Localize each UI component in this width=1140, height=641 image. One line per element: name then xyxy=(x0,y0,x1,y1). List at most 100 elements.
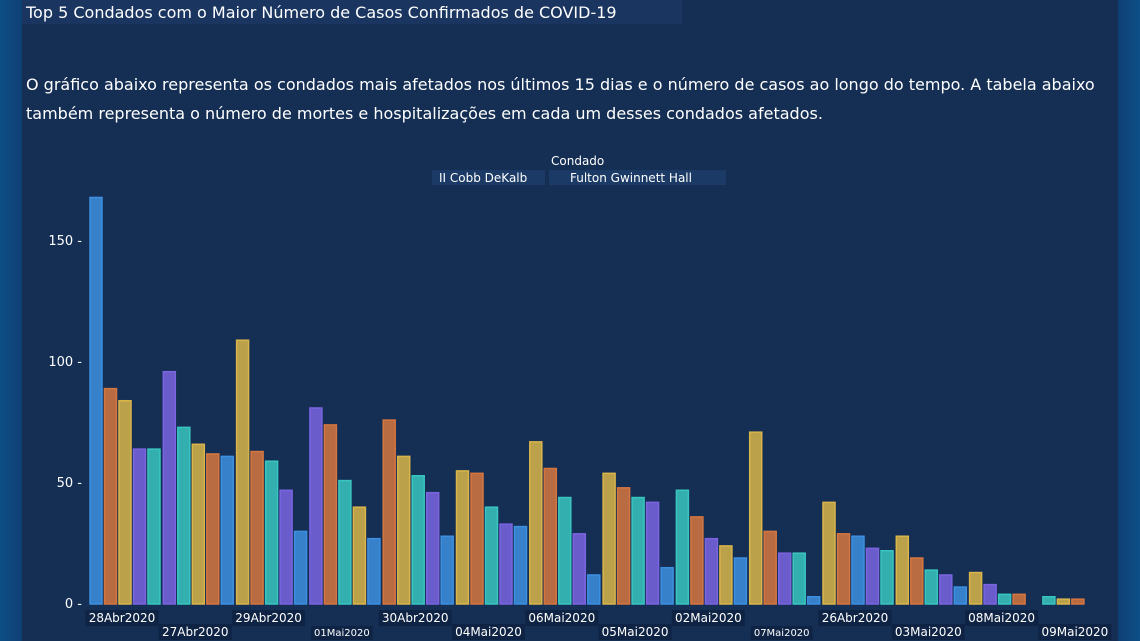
bar[interactable] xyxy=(660,566,674,605)
bar[interactable] xyxy=(411,474,425,605)
legend-group2-background xyxy=(549,170,726,185)
bar[interactable] xyxy=(235,339,250,605)
x-tick-label: 06Mai2020 xyxy=(528,611,595,625)
bar[interactable] xyxy=(983,583,997,605)
x-tick-label-background xyxy=(378,610,452,626)
bar[interactable] xyxy=(558,496,572,605)
bar[interactable] xyxy=(602,472,616,605)
x-tick-label: 02Mai2020 xyxy=(675,611,742,625)
bar[interactable] xyxy=(616,487,631,605)
x-tick-label: 08Mai2020 xyxy=(968,611,1035,625)
bar[interactable] xyxy=(865,547,880,605)
bar[interactable] xyxy=(851,535,865,605)
x-tick-label-background xyxy=(158,624,232,640)
bar[interactable] xyxy=(939,574,953,605)
bar[interactable] xyxy=(425,491,440,605)
bar[interactable] xyxy=(719,545,733,605)
bar[interactable] xyxy=(499,523,513,605)
bar[interactable] xyxy=(733,557,748,605)
bar[interactable] xyxy=(880,550,894,605)
bar[interactable] xyxy=(822,501,836,605)
bar[interactable] xyxy=(704,537,719,605)
x-tick-label-background xyxy=(965,610,1039,626)
title-background xyxy=(22,0,682,24)
bar[interactable] xyxy=(1056,598,1071,605)
bar[interactable] xyxy=(543,467,558,605)
bar[interactable] xyxy=(162,370,177,605)
bar[interactable] xyxy=(806,595,821,605)
bar[interactable] xyxy=(763,530,777,605)
x-tick-label: 04Mai2020 xyxy=(455,625,522,639)
bar[interactable] xyxy=(631,496,645,605)
bar[interactable] xyxy=(910,557,924,605)
x-tick-label-background xyxy=(525,610,599,626)
bar[interactable] xyxy=(1042,595,1056,605)
y-tick-label: 50 - xyxy=(57,476,83,491)
bar[interactable] xyxy=(147,448,161,605)
x-tick-label: 05Mai2020 xyxy=(602,625,669,639)
legend-item-group2[interactable]: Fulton Gwinnett Hall xyxy=(570,171,692,185)
x-tick-label-background xyxy=(598,624,672,640)
bar[interactable] xyxy=(572,533,587,605)
bar[interactable] xyxy=(455,470,470,605)
bar[interactable] xyxy=(264,460,279,605)
bar[interactable] xyxy=(997,593,1012,605)
bar[interactable] xyxy=(470,472,484,605)
chart-description: O gráfico abaixo representa os condados … xyxy=(26,75,1095,123)
bar[interactable] xyxy=(953,586,968,605)
x-tick-label-background xyxy=(1038,624,1112,640)
y-tick-label: 150 - xyxy=(48,234,82,249)
bar[interactable] xyxy=(587,574,601,605)
bar[interactable] xyxy=(118,399,132,605)
bar[interactable] xyxy=(367,537,381,605)
bar[interactable] xyxy=(968,571,983,605)
bar[interactable] xyxy=(1012,593,1026,605)
bar[interactable] xyxy=(396,455,411,605)
x-tick-label-background xyxy=(818,610,892,626)
x-tick-label: 29Abr2020 xyxy=(235,611,302,625)
bar[interactable] xyxy=(309,407,323,605)
bar[interactable] xyxy=(279,489,293,605)
bar[interactable] xyxy=(352,506,367,605)
bar[interactable] xyxy=(1071,598,1085,605)
x-tick-label: 07Mai2020 xyxy=(754,628,810,639)
x-tick-label: 30Abr2020 xyxy=(382,611,449,625)
x-tick-label-background xyxy=(891,624,965,640)
bar[interactable] xyxy=(191,443,206,605)
x-tick-label-background xyxy=(85,610,159,626)
x-tick-label-background xyxy=(311,626,373,640)
bar[interactable] xyxy=(484,506,499,605)
bar[interactable] xyxy=(89,196,103,605)
bar[interactable] xyxy=(103,387,118,605)
bar[interactable] xyxy=(250,450,264,605)
legend-item-group1[interactable]: II Cobb DeKalb xyxy=(439,171,528,185)
x-tick-label: 01Mai2020 xyxy=(314,628,370,639)
bar[interactable] xyxy=(675,489,690,605)
x-tick-label: 28Abr2020 xyxy=(89,611,156,625)
bar[interactable] xyxy=(924,569,939,605)
bar[interactable] xyxy=(792,552,806,605)
x-tick-label: 09Mai2020 xyxy=(1041,625,1108,639)
bar[interactable] xyxy=(338,479,352,605)
x-tick-label: 26Abr2020 xyxy=(822,611,889,625)
bar[interactable] xyxy=(836,533,851,605)
bar[interactable] xyxy=(777,552,792,605)
bar[interactable] xyxy=(690,516,704,605)
bar[interactable] xyxy=(645,501,660,605)
bar[interactable] xyxy=(748,431,763,605)
x-tick-label: 27Abr2020 xyxy=(162,625,229,639)
bar[interactable] xyxy=(382,419,396,605)
bar[interactable] xyxy=(220,455,235,605)
bar[interactable] xyxy=(206,453,220,605)
x-tick-label-background xyxy=(452,624,525,640)
bar[interactable] xyxy=(323,424,338,605)
legend-title: Condado xyxy=(551,154,605,168)
bar[interactable] xyxy=(293,530,308,605)
bar[interactable] xyxy=(513,525,528,605)
bar[interactable] xyxy=(529,441,543,605)
bar[interactable] xyxy=(895,535,910,605)
bar[interactable] xyxy=(177,426,191,605)
bar[interactable] xyxy=(132,448,147,605)
bar[interactable] xyxy=(440,535,454,605)
